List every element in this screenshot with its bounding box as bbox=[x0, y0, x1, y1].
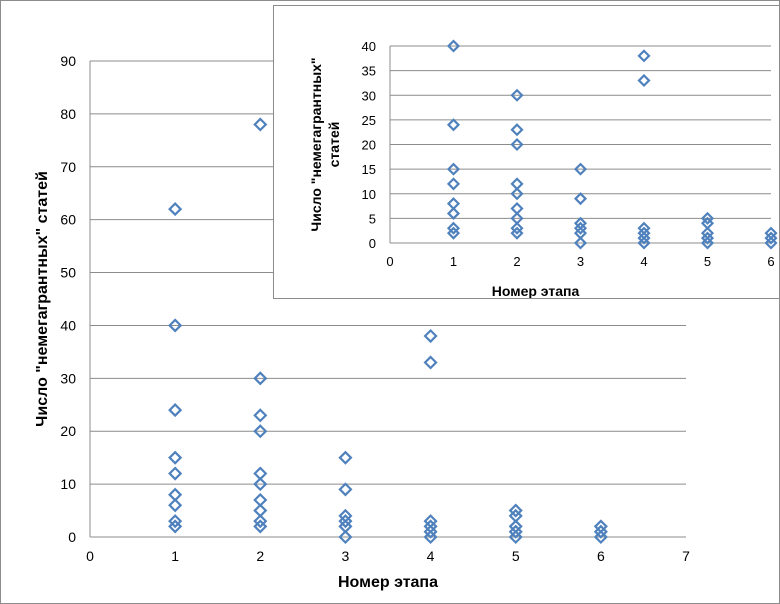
inset-data-point bbox=[446, 206, 461, 221]
inset-data-point bbox=[573, 192, 588, 206]
main-data-point bbox=[593, 529, 608, 545]
main-data-point bbox=[508, 524, 523, 539]
inset-data-point bbox=[637, 231, 651, 245]
inset-data-point bbox=[764, 231, 778, 245]
inset-chart-svg: 0 5 10 15 20 25 30 35 40 0 1 2 3 4 5 6 Номер этапа Число … bbox=[308, 39, 778, 298]
main-data-point bbox=[168, 498, 183, 513]
main-y-tick-label: 10 bbox=[60, 476, 76, 492]
main-data-point bbox=[338, 450, 353, 465]
main-y-tick-label: 50 bbox=[60, 265, 76, 281]
main-data-point bbox=[168, 202, 183, 217]
main-data-point bbox=[168, 403, 183, 418]
main-y-tick-label: 70 bbox=[60, 159, 76, 175]
main-data-point bbox=[423, 524, 438, 539]
main-data-point bbox=[423, 355, 438, 370]
inset-y-tick-label: 40 bbox=[362, 39, 376, 54]
main-y-tick-label: 80 bbox=[60, 106, 76, 122]
main-y-tick-label: 30 bbox=[60, 370, 76, 386]
inset-data-point bbox=[446, 177, 461, 191]
main-x-tick-label: 7 bbox=[682, 548, 690, 564]
main-data-point bbox=[253, 371, 268, 386]
main-data-point bbox=[253, 424, 268, 439]
main-data-point bbox=[338, 514, 353, 529]
main-data-point bbox=[423, 529, 438, 545]
inset-data-point bbox=[446, 39, 461, 53]
inset-y-tick-label: 30 bbox=[362, 88, 376, 103]
inset-y-tick-label: 25 bbox=[362, 113, 376, 128]
main-data-point bbox=[508, 503, 523, 518]
main-x-axis-title: Номер этапа bbox=[338, 574, 438, 591]
main-data-point bbox=[253, 477, 268, 492]
inset-x-tick-label: 6 bbox=[767, 254, 774, 269]
inset-data-point bbox=[700, 211, 715, 225]
inset-data-point bbox=[446, 118, 461, 132]
main-data-point bbox=[168, 450, 183, 465]
main-data-point bbox=[338, 482, 353, 497]
main-x-tick-label: 5 bbox=[512, 548, 520, 564]
inset-data-point bbox=[446, 221, 461, 235]
main-data-point bbox=[338, 529, 353, 545]
inset-y-tick-label: 15 bbox=[362, 162, 376, 177]
inset-data-point bbox=[510, 226, 524, 240]
inset-y-tick-label: 10 bbox=[362, 187, 376, 202]
main-y-tick-label: 90 bbox=[60, 53, 76, 69]
inset-x-tick-label: 5 bbox=[704, 254, 711, 269]
main-data-point bbox=[253, 519, 268, 534]
main-x-tick-label: 0 bbox=[86, 548, 94, 564]
inset-data-point bbox=[573, 162, 588, 176]
inset-data-point bbox=[637, 73, 651, 88]
main-data-point bbox=[168, 514, 183, 529]
inset-x-tick-label: 1 bbox=[450, 254, 457, 269]
main-x-tick-label: 6 bbox=[597, 548, 605, 564]
inset-y-tick-label: 35 bbox=[362, 64, 376, 79]
main-data-point bbox=[593, 524, 608, 539]
main-data-point bbox=[423, 328, 438, 344]
inset-data-point bbox=[573, 236, 588, 250]
main-y-tick-label: 40 bbox=[60, 317, 76, 333]
main-x-tick-label: 2 bbox=[256, 548, 264, 564]
inset-data-point bbox=[510, 187, 524, 201]
inset-y-axis-title-line: Число "немегагрантных" bbox=[308, 57, 324, 231]
inset-data-point bbox=[637, 236, 651, 250]
inset-data-point bbox=[446, 226, 461, 240]
main-y-tick-label: 60 bbox=[60, 212, 76, 228]
inset-x-tick-label: 0 bbox=[386, 254, 393, 269]
inset-data-point bbox=[700, 236, 715, 250]
main-y-tick-label: 20 bbox=[60, 423, 76, 439]
inset-x-tick-label: 2 bbox=[513, 254, 520, 269]
inset-data-point bbox=[573, 221, 588, 235]
main-data-point bbox=[253, 408, 268, 423]
main-data-point bbox=[253, 514, 268, 529]
main-x-tick-label: 3 bbox=[342, 548, 350, 564]
inset-y-axis-title: Число "немегагрантных" статей bbox=[308, 57, 342, 231]
inset-data-point bbox=[446, 162, 461, 176]
main-x-tick-label: 1 bbox=[171, 548, 179, 564]
main-data-point bbox=[168, 318, 183, 333]
inset-chart: 0 5 10 15 20 25 30 35 40 0 1 2 3 4 5 6 Номер этапа Число … bbox=[273, 5, 780, 299]
inset-data-point bbox=[510, 88, 524, 102]
inset-data-point bbox=[510, 137, 524, 152]
main-data-point bbox=[168, 519, 183, 534]
main-x-tick-label: 4 bbox=[427, 548, 435, 564]
inset-data-point bbox=[510, 123, 524, 137]
main-data-point bbox=[168, 466, 183, 481]
inset-x-tick-label: 3 bbox=[577, 254, 584, 269]
inset-data-point bbox=[764, 236, 778, 250]
main-y-axis-title: Число "немегагрантных" статей bbox=[34, 171, 51, 427]
main-data-point bbox=[253, 117, 268, 132]
inset-y-tick-label: 0 bbox=[369, 236, 376, 251]
main-data-point bbox=[508, 529, 523, 545]
inset-x-tick-label: 4 bbox=[640, 254, 647, 269]
inset-data-point bbox=[700, 231, 715, 245]
inset-x-axis-title: Номер этапа bbox=[492, 283, 580, 298]
inset-data-point bbox=[637, 49, 651, 63]
inset-y-tick-label: 20 bbox=[362, 138, 376, 153]
main-y-tick-label: 0 bbox=[68, 529, 76, 545]
inset-y-tick-label: 5 bbox=[369, 211, 376, 226]
inset-data-point bbox=[510, 221, 524, 235]
inset-y-axis-title-line: статей bbox=[326, 122, 342, 168]
